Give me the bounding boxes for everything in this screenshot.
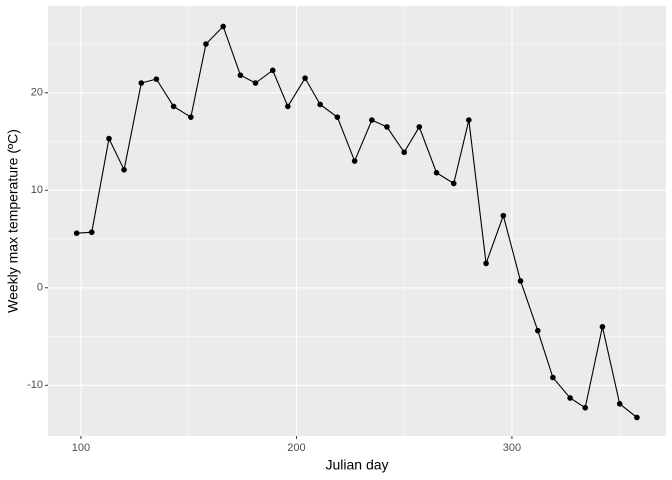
point bbox=[550, 374, 556, 381]
y-tick-label: 0 bbox=[37, 282, 43, 294]
point bbox=[88, 229, 95, 236]
point bbox=[170, 103, 177, 110]
point bbox=[317, 101, 323, 108]
x-tick-label: 200 bbox=[287, 442, 305, 454]
point bbox=[433, 169, 440, 176]
point bbox=[269, 67, 276, 74]
point bbox=[384, 124, 390, 130]
point bbox=[567, 395, 573, 401]
point bbox=[285, 103, 291, 110]
x-tick-label: 300 bbox=[503, 442, 521, 454]
point bbox=[534, 327, 541, 334]
point bbox=[334, 114, 341, 120]
point bbox=[106, 135, 112, 142]
point bbox=[582, 404, 588, 411]
point bbox=[616, 401, 623, 407]
point bbox=[188, 114, 194, 120]
point bbox=[73, 230, 80, 236]
point bbox=[401, 149, 407, 156]
x-axis-title: Julian day bbox=[325, 457, 388, 473]
point bbox=[369, 117, 375, 123]
point bbox=[500, 212, 507, 219]
point bbox=[237, 72, 244, 79]
point bbox=[203, 41, 209, 47]
panel bbox=[48, 6, 666, 436]
y-tick-label: 10 bbox=[31, 184, 43, 196]
x-tick-label: 100 bbox=[72, 442, 90, 454]
y-axis-title: Weekly max temperature (ºC) bbox=[5, 129, 21, 313]
point bbox=[153, 76, 160, 82]
point bbox=[517, 278, 524, 284]
point bbox=[466, 117, 472, 123]
point bbox=[121, 167, 127, 173]
point bbox=[416, 124, 423, 130]
point bbox=[252, 80, 259, 86]
point bbox=[220, 23, 226, 30]
point bbox=[634, 414, 640, 421]
y-tick-label: -10 bbox=[27, 379, 43, 391]
point bbox=[302, 75, 308, 81]
point bbox=[138, 80, 145, 86]
point bbox=[351, 158, 358, 164]
point bbox=[483, 260, 489, 267]
y-tick-label: 20 bbox=[31, 87, 43, 99]
point bbox=[599, 323, 606, 330]
point bbox=[450, 180, 457, 187]
